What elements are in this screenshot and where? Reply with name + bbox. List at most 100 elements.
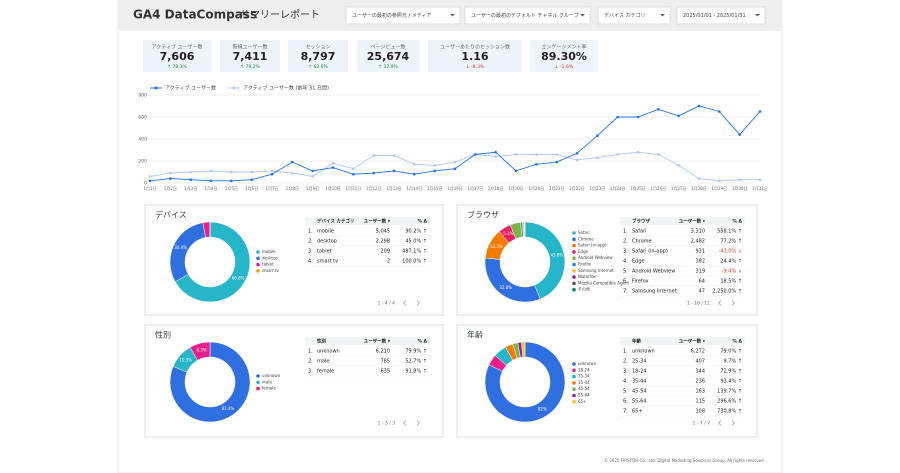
table-header-bg (305, 337, 430, 345)
line-point (331, 166, 335, 169)
filter-dropdown[interactable] (345, 6, 461, 25)
donut-slice (521, 341, 526, 358)
line-point (657, 108, 660, 111)
x-tick-label: 1月22日 (569, 186, 585, 191)
column-header[interactable]: ユーザー数 ▾ (679, 338, 706, 345)
kpi-value: 8,797 (301, 50, 336, 63)
line-point (331, 161, 335, 165)
legend-dot (572, 400, 576, 404)
row-index: 3. (308, 369, 313, 375)
table-header-bg (620, 337, 745, 345)
row-users: 635 (380, 369, 390, 375)
next-page[interactable] (731, 300, 736, 306)
legend-label: その他 (578, 286, 590, 292)
kpi-value: 7,606 (160, 50, 195, 63)
column-header[interactable]: ユーザー数 ▾ (364, 218, 391, 225)
line-point (250, 178, 253, 181)
line-point (535, 153, 538, 156)
row-users: 3,310 (691, 229, 705, 235)
panel-title: 性別 (155, 330, 171, 340)
prev-page[interactable] (717, 420, 722, 426)
row-index: 2. (623, 359, 628, 365)
column-header[interactable]: ユーザー数 ▾ (364, 338, 391, 345)
row-name: mobile (317, 229, 334, 235)
line-point (148, 175, 152, 178)
x-tick-label: 1月9日 (306, 186, 319, 191)
legend-dot (256, 374, 260, 378)
line-point (758, 178, 762, 181)
row-index: 7. (623, 289, 628, 295)
legend-label: Mozilla Compatible Agent (578, 280, 630, 285)
pagination: 1 - 10 / 11 (687, 301, 710, 307)
row-delta: 24.4% ↑ (720, 259, 742, 265)
row-name: unknown (632, 349, 655, 355)
x-tick-label: 1月6日 (245, 186, 258, 191)
legend-label: アクティブ ユーザー数 (前年 31 日間) (243, 85, 329, 92)
prev-page[interactable] (402, 420, 407, 426)
row-name: Samsung Internet (632, 289, 677, 295)
prev-page[interactable] (717, 300, 722, 306)
legend-label: Android Webview (578, 255, 613, 260)
filter-dropdown[interactable] (676, 6, 766, 25)
legend-label: Samsung Internet (578, 268, 614, 273)
legend-label: Firefox (578, 262, 592, 267)
row-users: 209 (380, 249, 390, 255)
row-delta: 91.8% ↑ (405, 369, 427, 375)
next-page[interactable] (416, 420, 421, 426)
line-point (230, 170, 233, 174)
legend-dot (232, 86, 236, 90)
legend-label: mobile (262, 249, 276, 254)
x-tick-label: 1月24日 (610, 186, 626, 191)
kpi-value: 89.30% (541, 50, 587, 63)
row-delta: 72.9% ↑ (720, 369, 742, 375)
line-point (433, 169, 436, 173)
legend-dot (572, 250, 576, 254)
donut-slice (484, 341, 566, 423)
row-delta: 9.7% ↑ (724, 359, 742, 365)
next-page[interactable] (731, 420, 736, 426)
legend-dot (572, 275, 576, 279)
row-index: 6. (623, 279, 628, 285)
report-title: サマリーレポート (240, 9, 320, 21)
line-point (413, 172, 416, 176)
line-point (270, 172, 274, 176)
row-index: 5. (623, 389, 628, 395)
filter-dropdown[interactable] (597, 6, 671, 25)
donut-slice (174, 221, 251, 303)
next-page[interactable] (416, 300, 421, 306)
column-header[interactable]: ユーザー数 ▾ (679, 218, 706, 225)
row-users: 2,298 (376, 239, 390, 245)
kpi-label: ユーザーあたりのセッション数 (440, 44, 510, 51)
row-delta: 79.0% ↑ (720, 349, 742, 355)
legend-label: 65+ (578, 399, 586, 404)
kpi-card (428, 40, 522, 72)
row-index: 5. (623, 269, 628, 275)
row-name: Safari (in-app) (632, 249, 668, 255)
x-tick-label: 1月28日 (691, 186, 707, 191)
line-point (169, 177, 172, 180)
prev-page[interactable] (402, 300, 407, 306)
row-index: 1. (308, 229, 313, 235)
line-point (291, 171, 294, 175)
row-name: 25-34 (632, 359, 647, 365)
panel-title: デバイス (155, 210, 187, 220)
kpi-card (530, 40, 598, 72)
column-header: 性別 (317, 338, 326, 345)
x-tick-label: 1月26日 (651, 186, 667, 191)
row-delta: -9.4% ↓ (722, 269, 742, 275)
legend-label: female (262, 386, 276, 391)
x-tick-label: 1月19日 (508, 186, 524, 191)
legend-dot (572, 374, 576, 379)
legend-label: Safari (in-app) (578, 243, 607, 248)
x-tick-label: 1月14日 (407, 186, 423, 191)
kpi-delta: ↓ -8.3% (466, 64, 485, 70)
row-index: 2. (308, 359, 313, 365)
row-name: smart tv (317, 259, 338, 265)
filter-dropdown[interactable] (464, 6, 591, 25)
logo: GA4 DataCompass (133, 8, 257, 22)
legend-label: Chrome (578, 236, 594, 241)
legend-label: 45-54 (578, 386, 590, 391)
legend-dot (572, 237, 576, 242)
row-users: 407 (695, 359, 705, 365)
